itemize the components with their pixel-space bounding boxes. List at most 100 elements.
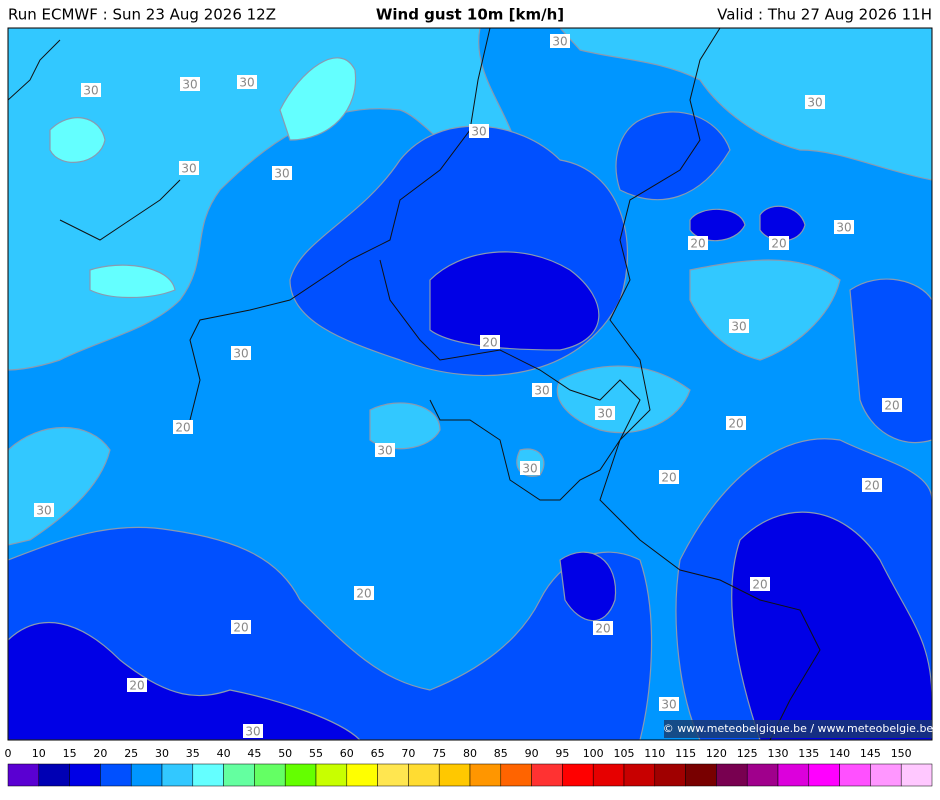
contour-label-bg <box>532 383 552 397</box>
contour-label-bg <box>34 503 54 517</box>
contour-label: 30 <box>239 76 254 90</box>
colorbar-tick-label: 100 <box>583 747 604 760</box>
contour-label: 30 <box>807 96 822 110</box>
contour-label: 30 <box>181 162 196 176</box>
colorbar-tick-label: 55 <box>309 747 323 760</box>
credit-bg <box>664 720 932 738</box>
contour-label-bg <box>237 75 257 89</box>
contour-label: 20 <box>884 399 899 413</box>
colorbar-tick-label: 125 <box>737 747 758 760</box>
contour-label-bg <box>593 621 613 635</box>
contour-label-bg <box>354 586 374 600</box>
colorbar-cell <box>377 763 409 787</box>
contour-label: 20 <box>771 237 786 251</box>
colorbar-tick-label: 85 <box>494 747 508 760</box>
contour-label: 30 <box>245 725 260 739</box>
contour-label-bg <box>520 461 540 475</box>
contour-label: 30 <box>597 407 612 421</box>
contour-label: 20 <box>752 578 767 592</box>
colorbar-cell <box>38 763 70 787</box>
contour-label-bg <box>272 166 292 180</box>
contour-label: 20 <box>356 587 371 601</box>
contour-label-bg <box>659 470 679 484</box>
contour-label-bg <box>375 443 395 457</box>
contour-label: 30 <box>731 320 746 334</box>
contour-label: 30 <box>274 167 289 181</box>
colorbar-cell <box>7 763 40 787</box>
contour-label: 30 <box>182 78 197 92</box>
contour-label-bg <box>179 161 199 175</box>
colorbar-cell <box>315 763 348 787</box>
contour-label: 30 <box>83 84 98 98</box>
contour-label-bg <box>688 236 708 250</box>
map-field <box>8 28 932 740</box>
credit: © www.meteobelgique.be / www.meteobelgie… <box>663 722 934 735</box>
colorbar-cell <box>716 763 748 787</box>
contour-label: 30 <box>377 444 392 458</box>
colorbar-cell <box>469 763 502 787</box>
colorbar-cell <box>623 763 656 787</box>
contour-label-bg <box>81 83 101 97</box>
colorbar-tick-label: 30 <box>155 747 169 760</box>
colorbar-cell <box>161 763 194 787</box>
contour-label-bg <box>180 77 200 91</box>
contour-label: 20 <box>728 417 743 431</box>
contour-label: 20 <box>175 421 190 435</box>
contour-label-bg <box>659 697 679 711</box>
contour-label-bg <box>726 416 746 430</box>
colorbar-tick-label: 40 <box>217 747 231 760</box>
colorbar-cell <box>438 763 471 787</box>
colorbar-cell <box>69 763 101 787</box>
contour-label-bg <box>550 34 570 48</box>
colorbar-tick-label: 140 <box>829 747 850 760</box>
valid-info: Valid : Thu 27 Aug 2026 11H <box>717 6 932 24</box>
colorbar-tick-label: 65 <box>371 747 385 760</box>
colorbar-tick-label: 115 <box>675 747 696 760</box>
run-info: Run ECMWF : Sun 23 Aug 2026 12Z <box>8 6 276 24</box>
contour-label: 30 <box>36 504 51 518</box>
colorbar-tick-label: 80 <box>463 747 477 760</box>
contour-label-bg <box>469 124 489 138</box>
contour-label-bg <box>882 398 902 412</box>
colorbar-tick-label: 105 <box>614 747 635 760</box>
colorbar-cell <box>808 763 840 787</box>
contour-label-bg <box>769 236 789 250</box>
colorbar-tick-label: 0 <box>5 747 12 760</box>
contour-label-bg <box>173 420 193 434</box>
contour-label: 20 <box>129 679 144 693</box>
colorbar-cell <box>284 763 317 787</box>
colorbar-cell <box>130 763 163 787</box>
contour-label-bg <box>805 95 825 109</box>
contour-label-bg <box>231 346 251 360</box>
colorbar-tick-label: 70 <box>401 747 415 760</box>
colorbar-cell <box>592 763 625 787</box>
contour-label-bg <box>480 335 500 349</box>
contour-label: 30 <box>534 384 549 398</box>
colorbar-cell <box>254 763 286 787</box>
contour-label-bg <box>729 319 749 333</box>
colorbar-cell <box>346 763 378 787</box>
colorbar-cell <box>531 763 563 787</box>
contour-label: 30 <box>522 462 537 476</box>
contour-label: 20 <box>233 621 248 635</box>
contour-label-bg <box>127 678 147 692</box>
map-title: Wind gust 10m [km/h] <box>376 6 564 24</box>
colorbar-tick-label: 35 <box>186 747 200 760</box>
map-frame <box>7 27 933 741</box>
colorbar-cell <box>839 763 871 787</box>
colorbar-cell <box>192 763 224 787</box>
contour-label-bg <box>750 577 770 591</box>
colorbar-cell <box>746 763 779 787</box>
contour-label-bg <box>243 724 263 738</box>
contour-label: 30 <box>552 35 567 49</box>
colorbar-tick-label: 135 <box>798 747 819 760</box>
contour-label: 30 <box>471 125 486 139</box>
colorbar-tick-label: 130 <box>768 747 789 760</box>
contour-label: 20 <box>864 479 879 493</box>
colorbar-tick-label: 90 <box>525 747 539 760</box>
contour-label: 30 <box>661 698 676 712</box>
colorbar: 0 10 15 20 25 30 35 40 45 50 55 60 65 70 75 80 85 90 95 100… <box>5 747 933 787</box>
colorbar-tick-label: 95 <box>555 747 569 760</box>
colorbar-tick-label: 50 <box>278 747 292 760</box>
